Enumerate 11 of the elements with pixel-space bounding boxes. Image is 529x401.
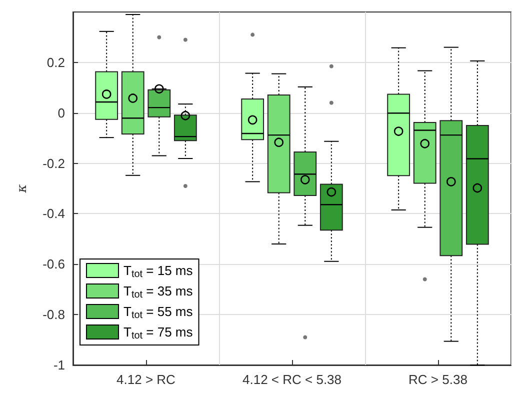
y-axis-title: κ	[15, 184, 30, 194]
x-tick-label: 4.12 < RC < 5.38	[242, 372, 342, 387]
y-tick-label: 0.2	[46, 54, 65, 70]
y-tick-label: -1	[53, 358, 65, 372]
y-tick-label: -0.4	[42, 206, 65, 222]
x-tick-label: 4.12 > RC	[116, 372, 176, 387]
y-tick-label: -0.8	[42, 307, 65, 322]
x-tick-label: RC > 5.38	[408, 372, 468, 387]
y-tick-label: 0	[58, 105, 65, 120]
y-tick-label: -0.6	[42, 256, 65, 272]
y-tick-label: -0.2	[42, 156, 65, 171]
